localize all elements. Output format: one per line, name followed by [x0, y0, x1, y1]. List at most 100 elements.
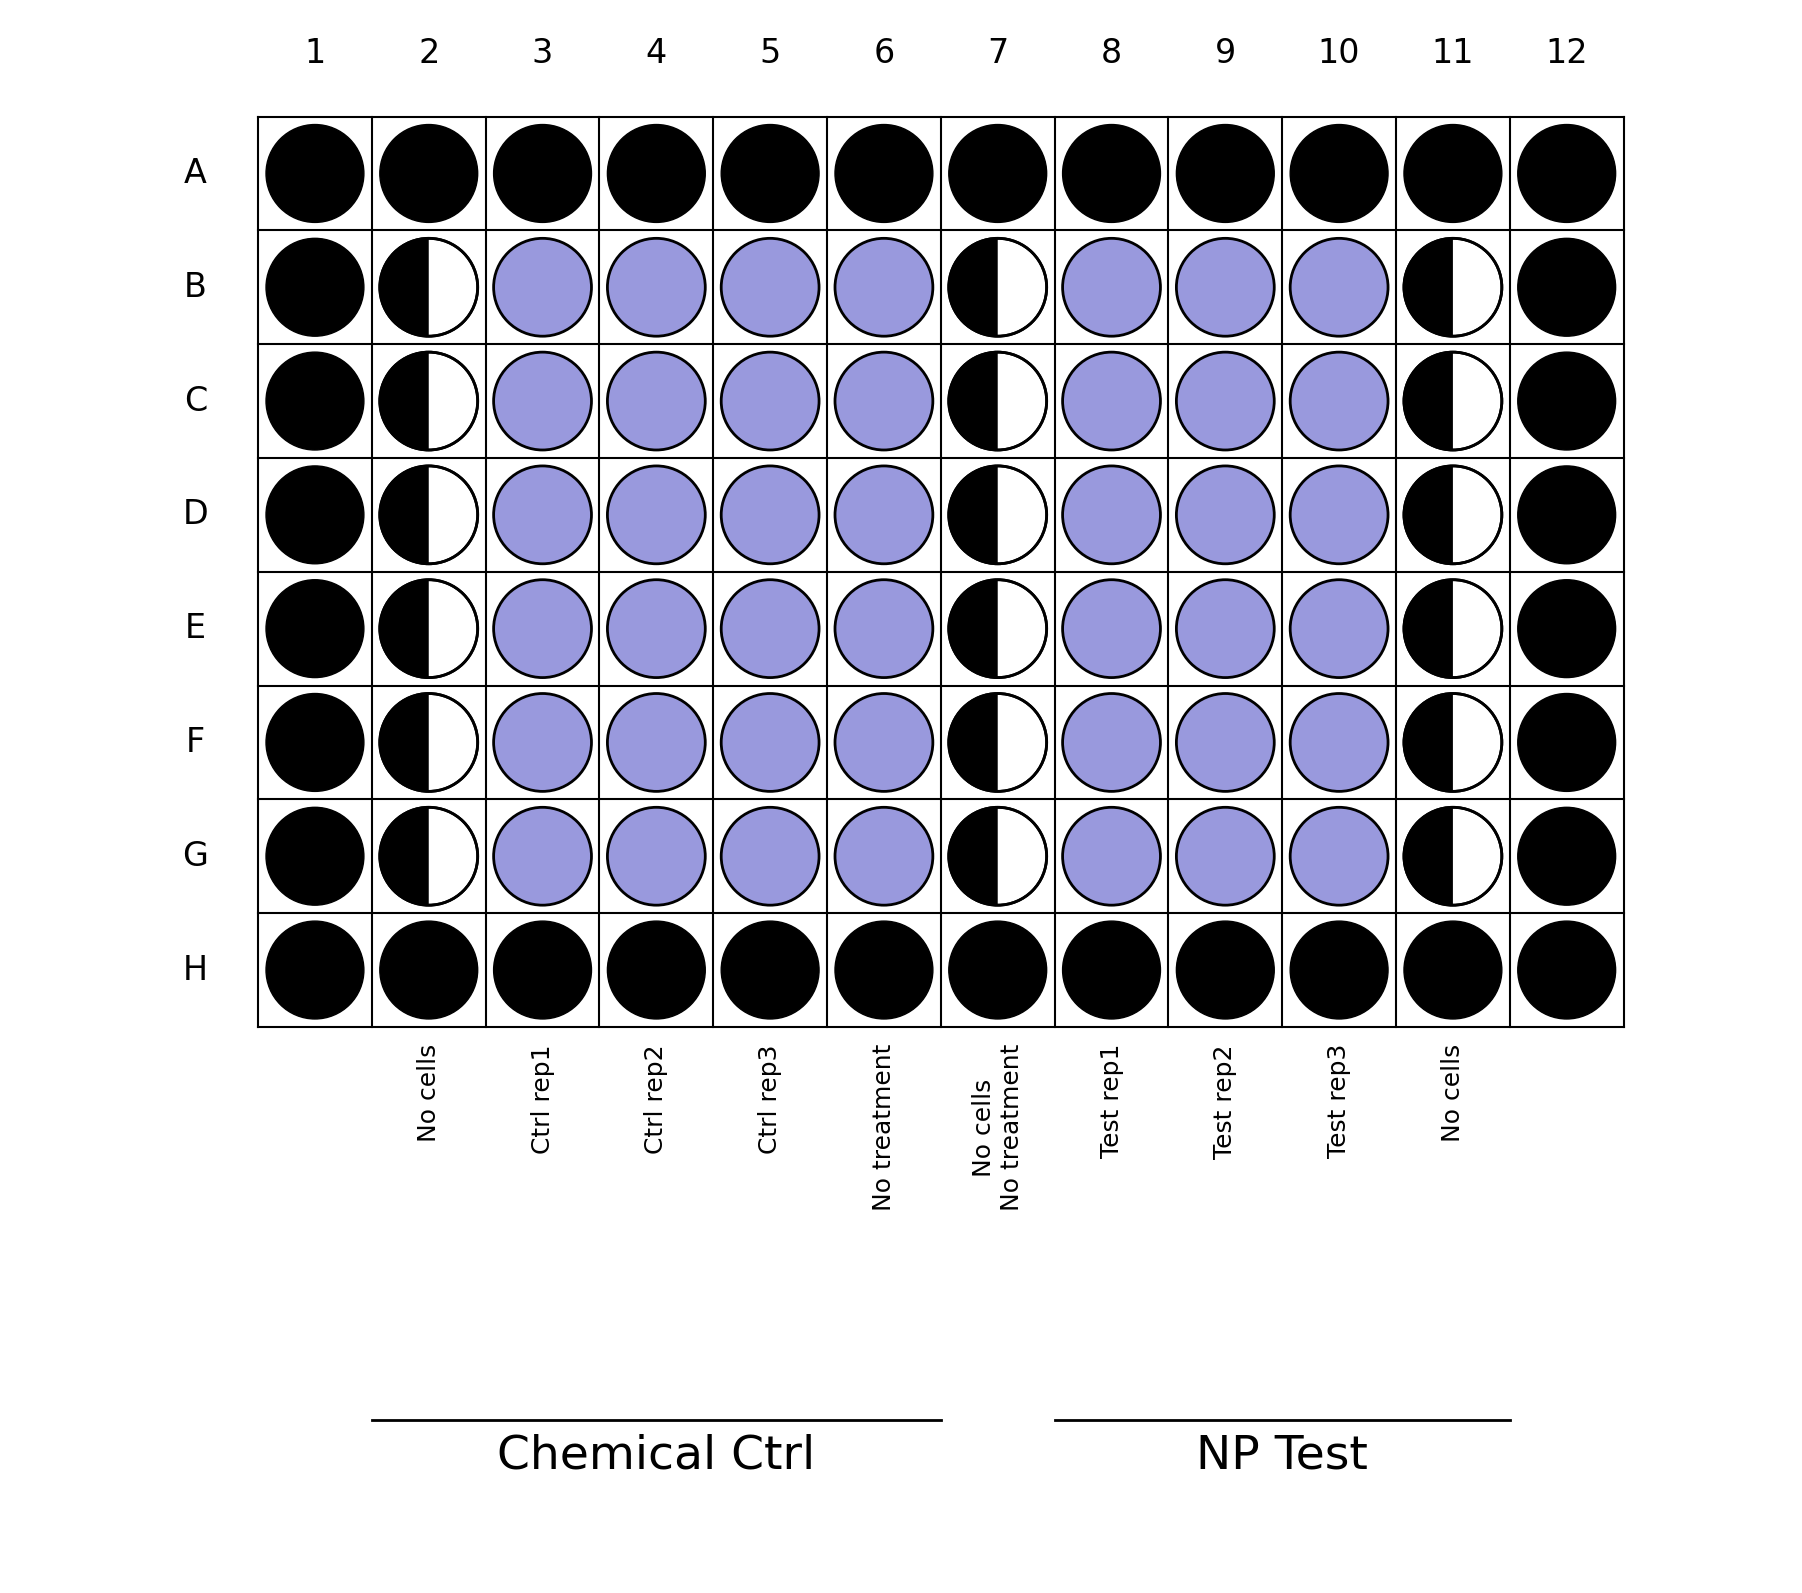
Circle shape — [950, 808, 1047, 905]
Circle shape — [1404, 921, 1501, 1020]
Circle shape — [1177, 124, 1274, 223]
Circle shape — [607, 693, 705, 792]
Circle shape — [1517, 352, 1616, 449]
Text: 8: 8 — [1101, 38, 1123, 70]
Circle shape — [607, 239, 705, 336]
Text: Test rep2: Test rep2 — [1213, 1043, 1238, 1158]
Circle shape — [1290, 693, 1388, 792]
Circle shape — [267, 465, 364, 564]
Wedge shape — [1404, 465, 1452, 564]
Circle shape — [834, 808, 933, 905]
Circle shape — [607, 465, 705, 564]
Text: 2: 2 — [418, 38, 440, 70]
Circle shape — [1404, 693, 1501, 792]
Circle shape — [1290, 352, 1388, 449]
Circle shape — [721, 693, 820, 792]
Circle shape — [1517, 921, 1616, 1020]
Wedge shape — [950, 808, 998, 905]
Circle shape — [267, 239, 364, 336]
Text: NP Test: NP Test — [1197, 1434, 1368, 1478]
Wedge shape — [1404, 580, 1452, 677]
Wedge shape — [380, 580, 429, 677]
Text: A: A — [184, 158, 207, 190]
Circle shape — [1290, 921, 1388, 1020]
Circle shape — [607, 808, 705, 905]
Text: E: E — [186, 612, 205, 645]
Text: Ctrl rep1: Ctrl rep1 — [530, 1043, 555, 1153]
Circle shape — [1063, 124, 1160, 223]
Circle shape — [721, 580, 820, 677]
Text: 5: 5 — [759, 38, 780, 70]
Circle shape — [721, 239, 820, 336]
Circle shape — [721, 352, 820, 449]
Circle shape — [950, 921, 1047, 1020]
Circle shape — [1517, 580, 1616, 677]
Circle shape — [494, 693, 591, 792]
Wedge shape — [1404, 239, 1452, 336]
Circle shape — [834, 580, 933, 677]
Circle shape — [1404, 124, 1501, 223]
Text: 3: 3 — [532, 38, 553, 70]
Circle shape — [380, 580, 478, 677]
Wedge shape — [1404, 808, 1452, 905]
Text: No cells: No cells — [1442, 1043, 1465, 1142]
Circle shape — [607, 124, 705, 223]
Circle shape — [1063, 352, 1160, 449]
Circle shape — [1517, 465, 1616, 564]
Circle shape — [950, 239, 1047, 336]
Circle shape — [380, 352, 478, 449]
Text: C: C — [184, 384, 207, 417]
Circle shape — [1290, 465, 1388, 564]
Wedge shape — [950, 580, 998, 677]
Text: B: B — [184, 271, 207, 304]
Text: F: F — [186, 726, 205, 758]
Circle shape — [494, 124, 591, 223]
Text: Test rep1: Test rep1 — [1099, 1043, 1123, 1158]
Text: 7: 7 — [987, 38, 1009, 70]
Circle shape — [1063, 465, 1160, 564]
Circle shape — [834, 124, 933, 223]
Circle shape — [267, 580, 364, 677]
Circle shape — [1404, 352, 1501, 449]
Circle shape — [1177, 352, 1274, 449]
Text: Ctrl rep3: Ctrl rep3 — [759, 1043, 782, 1153]
Wedge shape — [1404, 693, 1452, 792]
Circle shape — [494, 580, 591, 677]
Circle shape — [1177, 808, 1274, 905]
Circle shape — [834, 239, 933, 336]
Text: No cells
No treatment: No cells No treatment — [971, 1043, 1024, 1211]
Circle shape — [1404, 239, 1501, 336]
Text: H: H — [184, 954, 207, 986]
Circle shape — [380, 808, 478, 905]
Text: 10: 10 — [1317, 38, 1361, 70]
Text: D: D — [182, 499, 209, 532]
Circle shape — [1404, 580, 1501, 677]
Text: Ctrl rep2: Ctrl rep2 — [645, 1043, 669, 1153]
Circle shape — [1404, 465, 1501, 564]
Text: 1: 1 — [305, 38, 326, 70]
Circle shape — [267, 808, 364, 905]
Circle shape — [721, 808, 820, 905]
Circle shape — [950, 124, 1047, 223]
Text: No treatment: No treatment — [872, 1043, 896, 1211]
Circle shape — [1290, 239, 1388, 336]
Circle shape — [267, 124, 364, 223]
Circle shape — [267, 921, 364, 1020]
Circle shape — [721, 921, 820, 1020]
Text: 9: 9 — [1215, 38, 1236, 70]
Wedge shape — [380, 693, 429, 792]
Circle shape — [1517, 239, 1616, 336]
Circle shape — [721, 465, 820, 564]
Circle shape — [1177, 693, 1274, 792]
Text: Chemical Ctrl: Chemical Ctrl — [497, 1434, 815, 1478]
Wedge shape — [380, 352, 429, 449]
Circle shape — [1063, 239, 1160, 336]
Circle shape — [950, 465, 1047, 564]
Circle shape — [380, 693, 478, 792]
Circle shape — [494, 239, 591, 336]
Circle shape — [950, 580, 1047, 677]
Circle shape — [607, 352, 705, 449]
Circle shape — [494, 465, 591, 564]
Text: 11: 11 — [1431, 38, 1474, 70]
Circle shape — [1517, 124, 1616, 223]
